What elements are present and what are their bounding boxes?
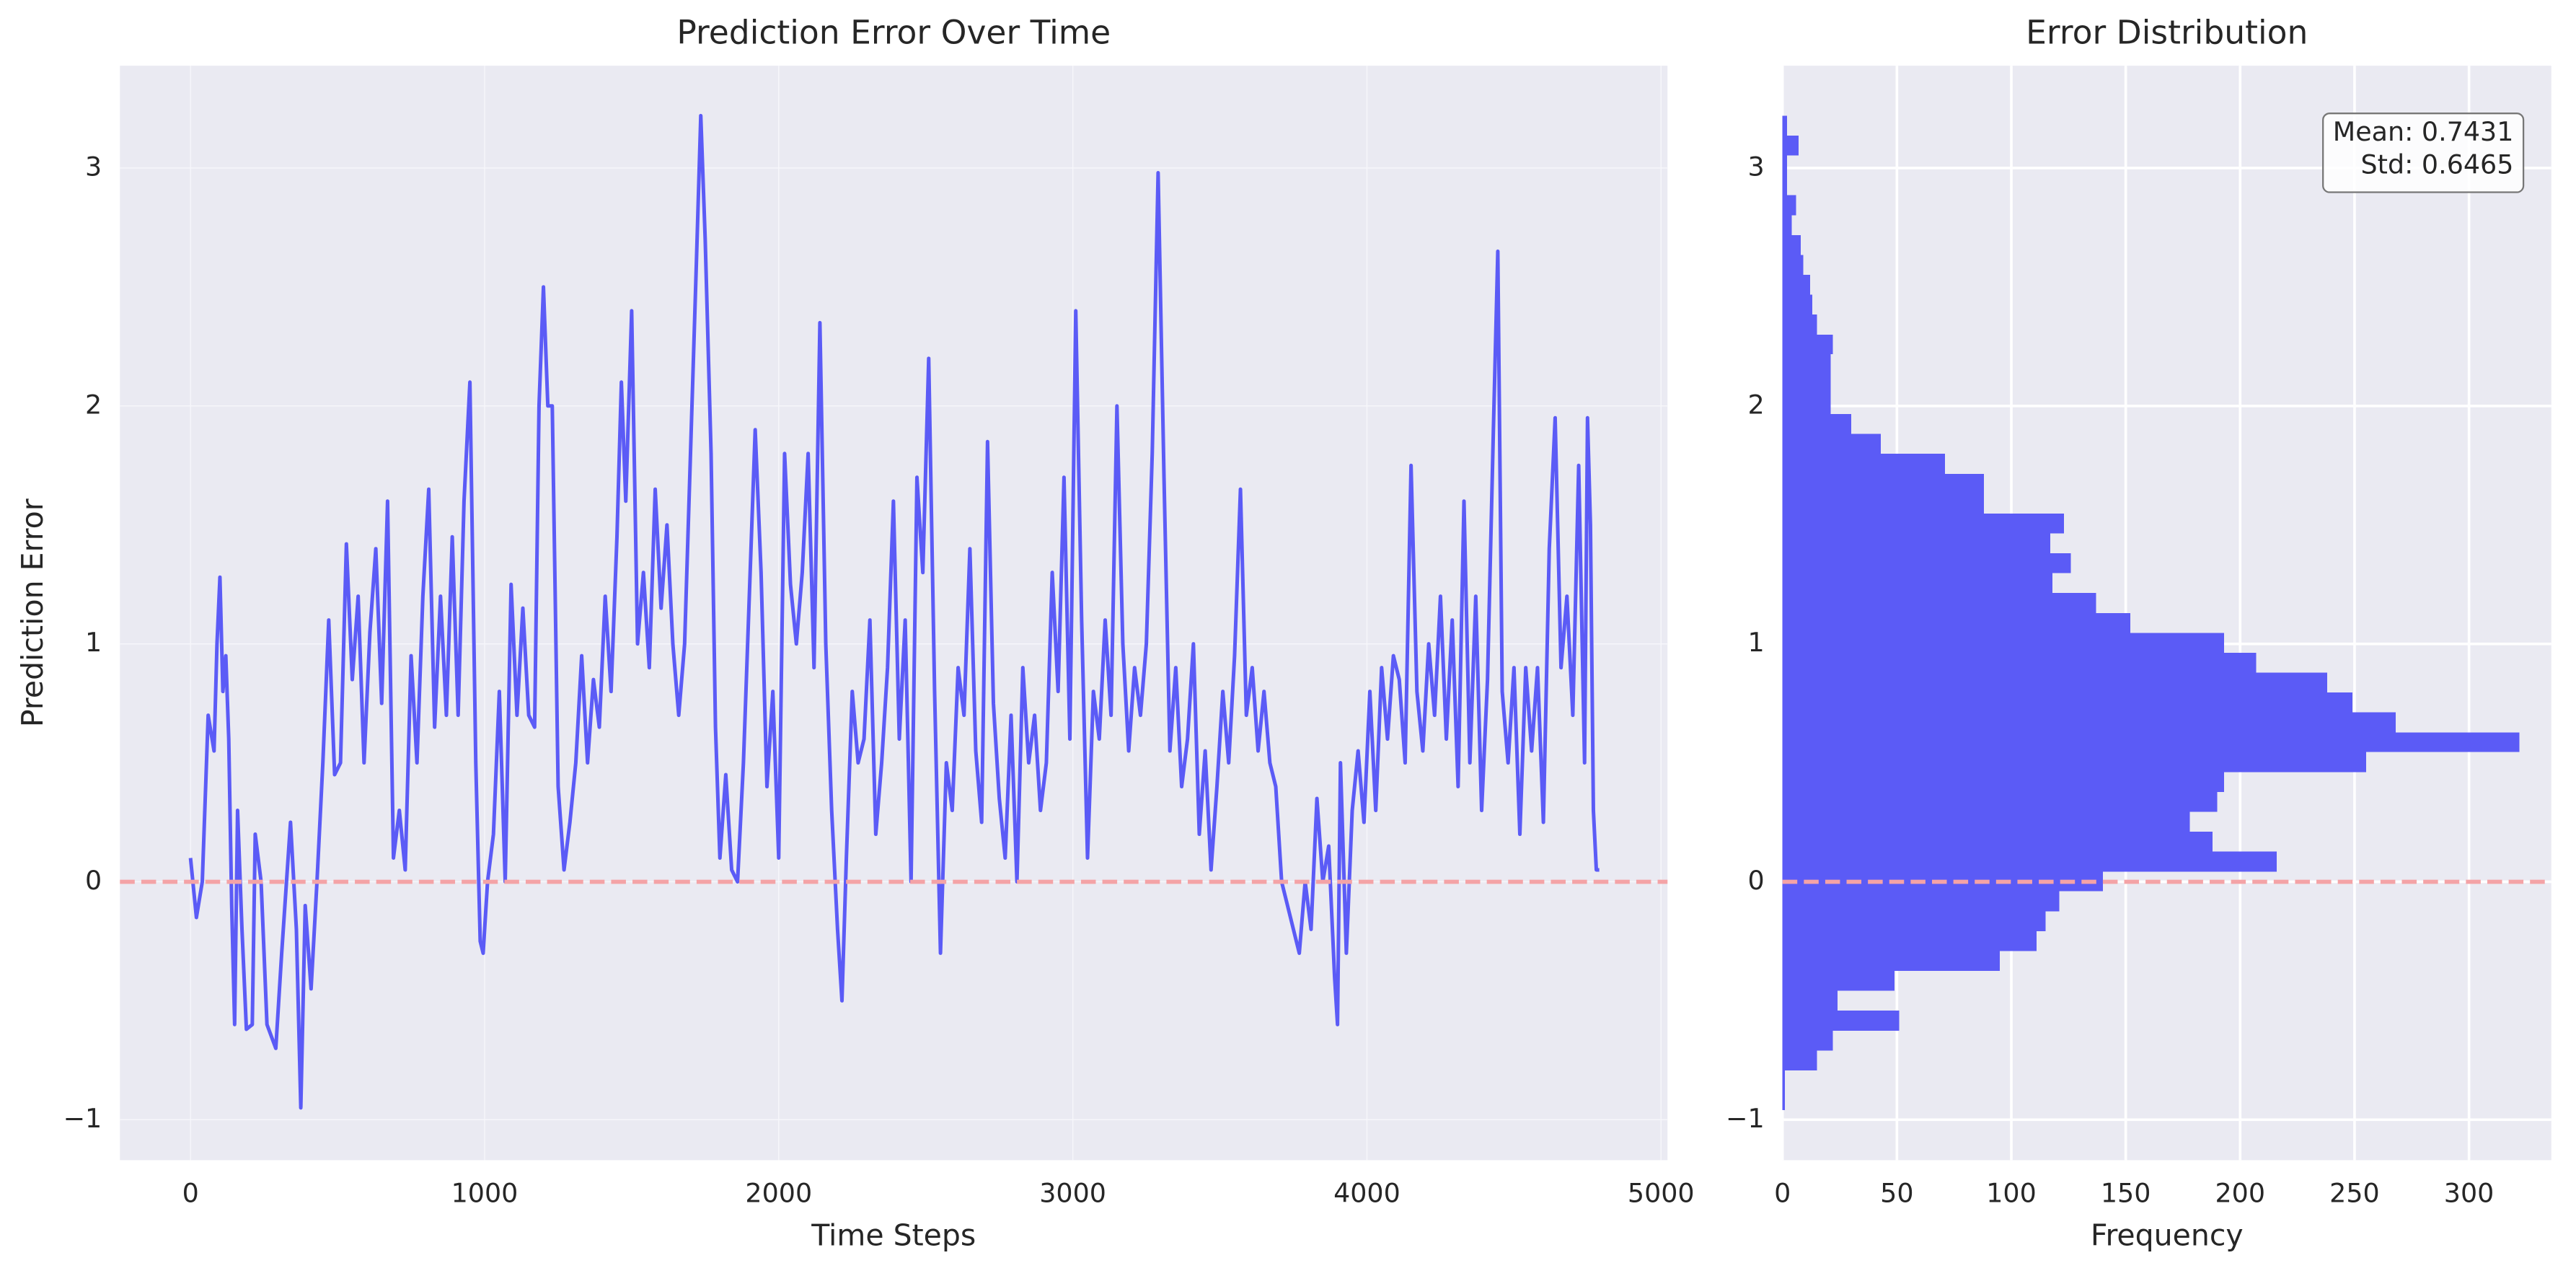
histogram-bar — [1782, 692, 2352, 713]
y-tick-label: 3 — [85, 151, 102, 182]
histogram-bar — [1782, 791, 2218, 812]
histogram-bar — [1782, 1030, 1833, 1051]
histogram-bar — [1782, 533, 2050, 553]
x-tick-label: 0 — [182, 1178, 199, 1209]
annotation-box — [2322, 113, 2525, 193]
annotation-text: Std: 0.6465 — [2361, 149, 2514, 180]
annotation-text: Mean: 0.7431 — [2333, 116, 2514, 147]
histogram-bar — [1782, 1090, 1785, 1111]
y-tick-label: 2 — [1747, 389, 1764, 420]
histogram-bar — [1782, 473, 1984, 494]
histogram-bar — [1782, 832, 2213, 852]
x-tick-label: 50 — [1880, 1178, 1913, 1209]
histogram-bar — [1782, 633, 2225, 653]
histogram-bar — [1782, 374, 1831, 395]
x-tick-label: 100 — [1986, 1178, 2037, 1209]
histogram-bar — [1782, 115, 1788, 136]
y-tick-label: −1 — [63, 1103, 102, 1134]
error-line — [188, 113, 1600, 1110]
histogram-bar — [1782, 414, 1851, 434]
histogram-bar — [1782, 275, 1810, 295]
plot-area — [120, 66, 1668, 1161]
histogram-bar — [1782, 891, 2060, 912]
histogram-bar — [1782, 394, 1831, 415]
histogram-bar — [1782, 314, 1817, 335]
histogram-bar — [1782, 553, 2071, 573]
histogram-bar — [1782, 493, 1984, 514]
histogram-bar — [1782, 573, 2053, 594]
histogram-bar — [1782, 951, 2001, 972]
x-tick-label: 300 — [2444, 1178, 2495, 1209]
histogram-bar — [1782, 1070, 1785, 1091]
histogram-bar — [1782, 513, 2064, 534]
y-tick-label: 3 — [1747, 151, 1764, 182]
histogram-bar — [1782, 155, 1788, 176]
y-tick-label: 1 — [85, 627, 102, 658]
histogram-bar — [1782, 1011, 1900, 1031]
x-tick-label: 1000 — [451, 1178, 519, 1209]
histogram-bar — [1782, 712, 2396, 733]
x-tick-label: 5000 — [1628, 1178, 1695, 1209]
histogram-bar — [1782, 911, 2046, 932]
y-axis-label: Prediction Error — [15, 498, 50, 727]
y-tick-label: 0 — [1747, 865, 1764, 896]
histogram-bar — [1782, 334, 1833, 355]
histogram-bar — [1782, 434, 1882, 454]
histogram-bar — [1782, 752, 2366, 773]
y-tick-label: −1 — [1726, 1103, 1765, 1134]
x-tick-label: 200 — [2215, 1178, 2266, 1209]
x-tick-label: 2000 — [745, 1178, 812, 1209]
histogram-bar — [1782, 354, 1831, 374]
histogram-bar — [1782, 851, 2277, 872]
histogram-bar — [1782, 136, 1799, 156]
chart-title: Prediction Error Over Time — [676, 13, 1111, 51]
histogram-bar — [1782, 971, 1895, 991]
x-tick-label: 250 — [2329, 1178, 2380, 1209]
histogram-bar — [1782, 234, 1801, 255]
x-axis-label: Frequency — [2091, 1218, 2244, 1252]
histogram-bar — [1782, 672, 2327, 692]
histogram-bar — [1782, 294, 1812, 315]
x-tick-label: 150 — [2101, 1178, 2151, 1209]
histogram-bar — [1782, 652, 2257, 673]
histogram-bar — [1782, 732, 2520, 752]
histogram-bar — [1782, 811, 2190, 832]
y-tick-label: 0 — [85, 865, 102, 896]
histogram-bar — [1782, 931, 2037, 951]
histogram-bar — [1782, 593, 2096, 613]
histogram-bar — [1782, 255, 1804, 276]
y-tick-label: 2 — [85, 389, 102, 420]
y-tick-label: 1 — [1747, 627, 1764, 658]
histogram-bar — [1782, 454, 1945, 474]
x-tick-label: 3000 — [1039, 1178, 1106, 1209]
histogram-bar — [1782, 215, 1792, 235]
histogram-bar — [1782, 772, 2225, 792]
chart-title: Error Distribution — [2026, 13, 2308, 51]
x-tick-label: 0 — [1774, 1178, 1791, 1209]
histogram-bar — [1782, 1050, 1817, 1071]
histogram-bar — [1782, 990, 1838, 1011]
histogram-bar — [1782, 175, 1788, 195]
x-axis-label: Time Steps — [811, 1218, 976, 1252]
x-tick-label: 4000 — [1333, 1178, 1401, 1209]
histogram-bar — [1782, 612, 2130, 633]
histogram-bar — [1782, 195, 1796, 216]
